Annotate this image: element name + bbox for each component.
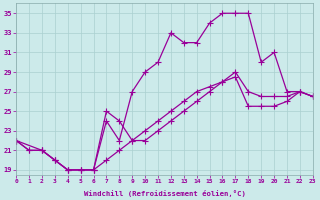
X-axis label: Windchill (Refroidissement éolien,°C): Windchill (Refroidissement éolien,°C) bbox=[84, 190, 245, 197]
